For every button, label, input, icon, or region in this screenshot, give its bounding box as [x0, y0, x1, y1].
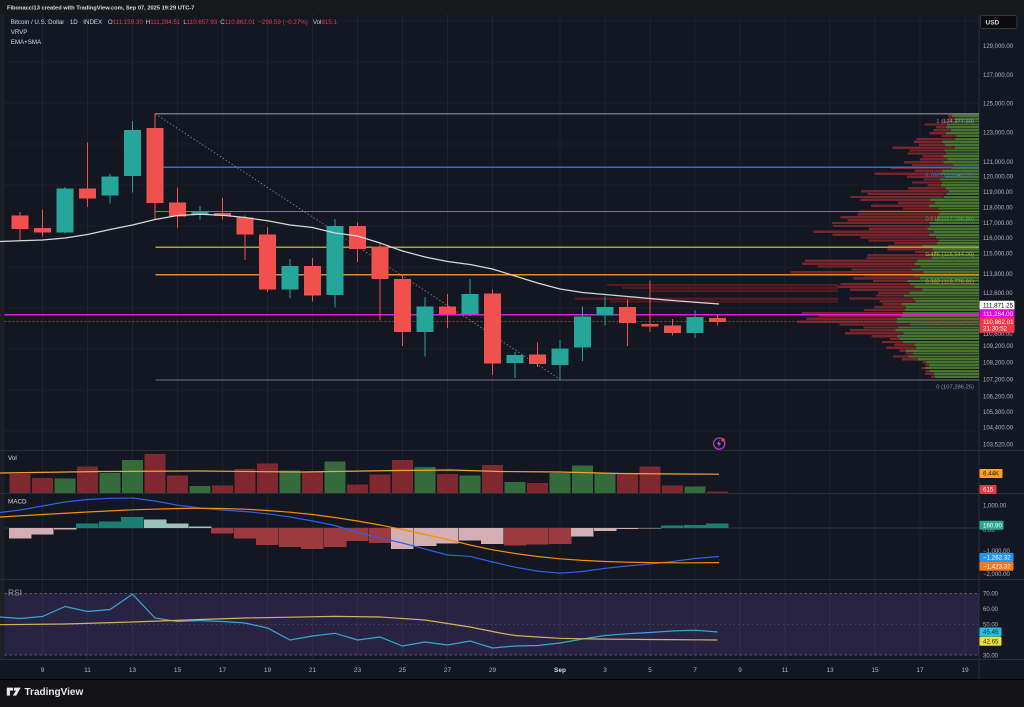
svg-text:109,200.00: 109,200.00: [983, 344, 1014, 350]
svg-text:6.44K: 6.44K: [983, 471, 1000, 478]
svg-text:112,600.00: 112,600.00: [983, 291, 1013, 297]
svg-text:−1,262.32: −1,262.32: [983, 555, 1011, 562]
svg-text:30.00: 30.00: [983, 653, 999, 659]
svg-text:21: 21: [309, 667, 317, 674]
svg-text:110,862.01: 110,862.01: [983, 319, 1014, 326]
svg-text:19: 19: [961, 667, 969, 674]
svg-text:15: 15: [871, 667, 879, 674]
svg-text:105,300.00: 105,300.00: [983, 410, 1014, 416]
svg-text:23: 23: [354, 667, 362, 674]
svg-text:13: 13: [129, 667, 137, 674]
svg-text:115,000.00: 115,000.00: [983, 252, 1013, 258]
svg-text:1 (124,277.50): 1 (124,277.50): [936, 119, 974, 125]
svg-text:17: 17: [916, 667, 924, 674]
svg-text:108,200.00: 108,200.00: [983, 361, 1014, 367]
svg-text:−2,000.00: −2,000.00: [983, 572, 1011, 578]
svg-text:0.00: 0.00: [983, 528, 995, 534]
svg-text:70.00: 70.00: [983, 592, 999, 598]
svg-text:11: 11: [84, 667, 91, 674]
svg-text:USD: USD: [986, 19, 1000, 26]
svg-text:615: 615: [983, 487, 994, 494]
svg-text:125,000.00: 125,000.00: [983, 101, 1014, 107]
svg-text:21:30:52: 21:30:52: [983, 326, 1008, 333]
svg-text:129,000.00: 129,000.00: [983, 44, 1014, 50]
svg-text:TradingView: TradingView: [25, 687, 84, 698]
svg-text:Sep: Sep: [554, 667, 566, 674]
svg-text:106,200.00: 106,200.00: [983, 395, 1014, 401]
svg-text:−1,423.32: −1,423.32: [983, 564, 1011, 571]
svg-text:17: 17: [219, 667, 227, 674]
svg-text:104,400.00: 104,400.00: [983, 426, 1014, 432]
svg-text:103,520.00: 103,520.00: [983, 443, 1014, 449]
svg-text:27: 27: [444, 667, 452, 674]
svg-text:1,000.00: 1,000.00: [983, 504, 1007, 510]
svg-text:25: 25: [399, 667, 407, 674]
svg-text:118,000.00: 118,000.00: [983, 206, 1013, 212]
svg-text:11: 11: [782, 667, 789, 674]
svg-text:13: 13: [826, 667, 834, 674]
svg-text:MACD: MACD: [8, 499, 27, 506]
svg-text:VRVP: VRVP: [11, 29, 28, 36]
svg-text:107,200.00: 107,200.00: [983, 378, 1014, 384]
svg-text:7: 7: [693, 667, 697, 674]
svg-text:160.90: 160.90: [983, 522, 1002, 529]
svg-text:29: 29: [489, 667, 497, 674]
svg-text:110,600.00: 110,600.00: [983, 332, 1013, 338]
svg-text:0.486 (115,544.00): 0.486 (115,544.00): [925, 252, 974, 258]
svg-text:120,000.00: 120,000.00: [983, 175, 1014, 181]
svg-text:5: 5: [648, 667, 652, 674]
svg-text:0.236 (111,296.36): 0.236 (111,296.36): [926, 320, 974, 326]
svg-text:42.65: 42.65: [983, 638, 999, 645]
svg-text:0 (107,286.25): 0 (107,286.25): [936, 385, 974, 391]
svg-text:127,000.00: 127,000.00: [983, 73, 1014, 79]
svg-text:121,000.00: 121,000.00: [983, 160, 1014, 166]
svg-text:116,000.00: 116,000.00: [983, 236, 1013, 242]
svg-text:119,000.00: 119,000.00: [983, 190, 1013, 196]
svg-text:19: 19: [264, 667, 272, 674]
svg-text:111,871.25: 111,871.25: [983, 303, 1014, 310]
svg-text:Fibonacci13 created with Tradi: Fibonacci13 created with TradingView.com…: [7, 6, 194, 12]
svg-text:0.382 (113,776.91): 0.382 (113,776.91): [925, 280, 974, 286]
svg-text:Vol: Vol: [8, 455, 17, 462]
svg-text:9: 9: [41, 667, 45, 674]
svg-text:RSI: RSI: [8, 588, 22, 598]
svg-text:113,800.00: 113,800.00: [983, 272, 1013, 278]
svg-text:111,264.00: 111,264.00: [983, 311, 1014, 318]
svg-text:0.786 (120,641.37): 0.786 (120,641.37): [925, 172, 974, 178]
svg-text:117,000.00: 117,000.00: [983, 221, 1013, 227]
svg-text:45.45: 45.45: [983, 629, 999, 636]
svg-text:Bitcoin / U.S. Dollar · 1D · I: Bitcoin / U.S. Dollar · 1D · INDEX O111,…: [11, 19, 338, 26]
svg-text:50.00: 50.00: [983, 623, 999, 629]
svg-text:15: 15: [174, 667, 182, 674]
svg-text:0.618 (117,786.86): 0.618 (117,786.86): [925, 217, 974, 223]
svg-text:EMA+SMA: EMA+SMA: [11, 39, 42, 46]
svg-text:3: 3: [603, 667, 607, 674]
svg-text:123,000.00: 123,000.00: [983, 130, 1014, 136]
svg-text:9: 9: [738, 667, 742, 674]
svg-text:−1,000.00: −1,000.00: [983, 549, 1011, 555]
svg-text:60.00: 60.00: [983, 607, 999, 613]
